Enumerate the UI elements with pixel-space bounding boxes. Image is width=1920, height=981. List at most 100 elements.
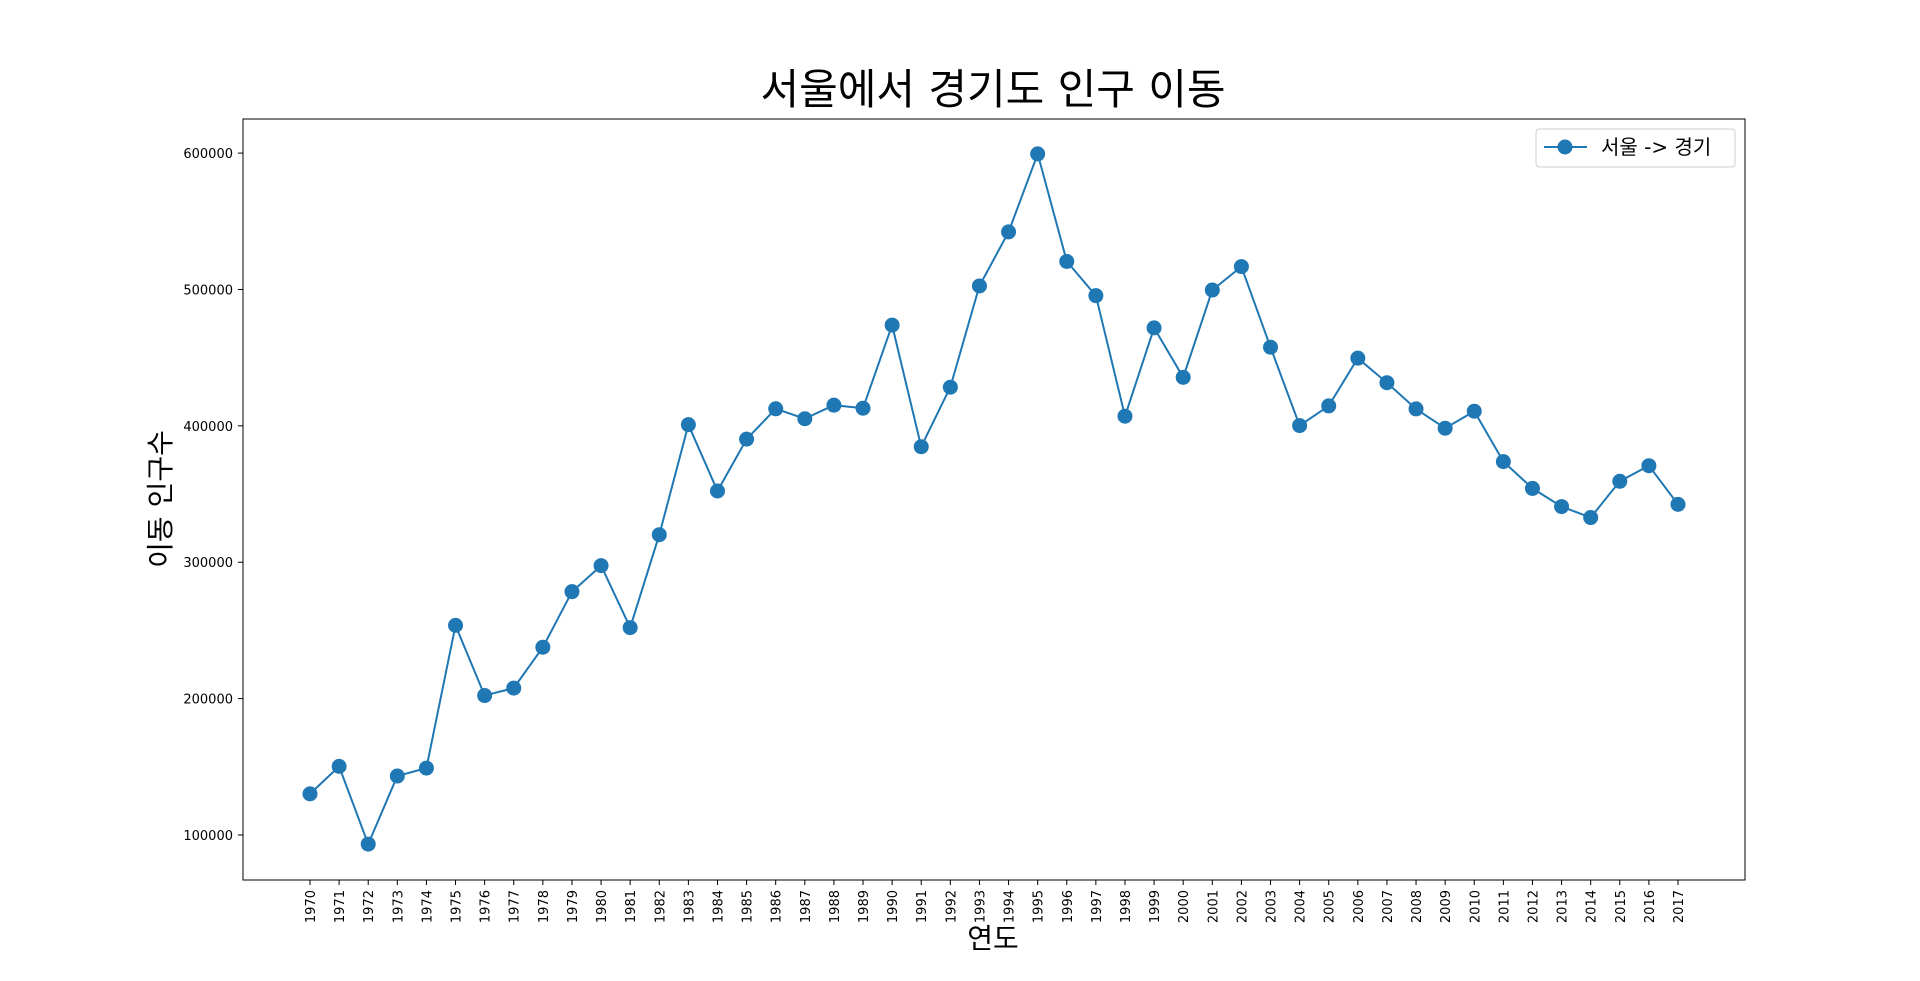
data-point bbox=[360, 836, 376, 852]
x-tick-label: 2015 bbox=[1614, 890, 1629, 923]
data-point bbox=[1524, 480, 1540, 496]
x-axis: 1970 1971 1972 1973 1974 1975 1976 1977 1978 1979… bbox=[304, 880, 1687, 923]
y-tick-label: 400000 bbox=[183, 420, 233, 435]
x-tick-label: 2004 bbox=[1294, 890, 1309, 923]
data-point bbox=[535, 639, 551, 655]
y-axis-label: 이동 인구수 bbox=[144, 430, 177, 568]
x-tick-label: 1974 bbox=[420, 890, 435, 923]
data-point bbox=[768, 401, 784, 417]
data-point bbox=[1001, 224, 1017, 240]
x-tick-label: 1973 bbox=[391, 890, 406, 923]
data-point bbox=[1437, 420, 1453, 436]
data-point bbox=[1670, 496, 1686, 512]
x-tick-label: 1970 bbox=[304, 890, 319, 923]
data-point bbox=[709, 483, 725, 499]
x-tick-label: 2006 bbox=[1352, 890, 1367, 923]
data-point bbox=[1117, 408, 1133, 424]
data-point bbox=[651, 527, 667, 543]
x-tick-label: 1972 bbox=[362, 890, 377, 923]
legend: 서울 -> 경기 bbox=[1535, 128, 1736, 168]
x-tick-label: 1993 bbox=[973, 890, 988, 923]
x-tick-label: 1989 bbox=[857, 890, 872, 923]
x-tick-label: 2001 bbox=[1206, 890, 1221, 923]
data-point bbox=[622, 620, 638, 636]
x-tick-label: 2017 bbox=[1672, 890, 1687, 923]
x-tick-label: 1971 bbox=[333, 890, 348, 923]
data-point bbox=[506, 680, 522, 696]
x-tick-label: 2012 bbox=[1526, 890, 1541, 923]
data-point bbox=[448, 617, 464, 633]
x-tick-label: 2010 bbox=[1468, 890, 1483, 923]
data-point bbox=[331, 758, 347, 774]
x-tick-label: 2005 bbox=[1323, 890, 1338, 923]
legend-label: 서울 -> 경기 bbox=[1601, 135, 1711, 159]
data-point bbox=[913, 439, 929, 455]
legend-marker-swatch bbox=[1557, 139, 1573, 155]
data-point bbox=[739, 431, 755, 447]
x-tick-label: 1980 bbox=[595, 890, 610, 923]
data-point bbox=[1554, 499, 1570, 515]
data-point bbox=[1321, 398, 1337, 414]
series-layer bbox=[302, 146, 1686, 852]
x-tick-label: 2003 bbox=[1265, 890, 1280, 923]
x-tick-label: 2000 bbox=[1177, 890, 1192, 923]
data-point bbox=[302, 786, 318, 802]
x-tick-label: 1981 bbox=[624, 890, 639, 923]
x-tick-label: 1979 bbox=[566, 890, 581, 923]
x-tick-label: 1998 bbox=[1119, 890, 1134, 923]
x-tick-label: 2014 bbox=[1585, 890, 1600, 923]
y-tick-label: 300000 bbox=[183, 556, 233, 571]
data-point bbox=[1263, 339, 1279, 355]
data-point bbox=[1641, 458, 1657, 474]
data-point bbox=[1408, 401, 1424, 417]
data-point bbox=[1175, 369, 1191, 385]
data-point bbox=[1583, 510, 1599, 526]
data-point bbox=[680, 417, 696, 433]
x-tick-label: 2016 bbox=[1643, 890, 1658, 923]
data-point bbox=[1292, 418, 1308, 434]
data-point bbox=[1059, 253, 1075, 269]
x-axis-label: 연도 bbox=[967, 922, 1019, 955]
data-point bbox=[418, 760, 434, 776]
data-point bbox=[942, 379, 958, 395]
data-point bbox=[593, 558, 609, 574]
x-tick-label: 2008 bbox=[1410, 890, 1425, 923]
x-tick-label: 1995 bbox=[1032, 890, 1047, 923]
data-point bbox=[1204, 282, 1220, 298]
x-tick-label: 1986 bbox=[770, 890, 785, 923]
data-point bbox=[1030, 146, 1046, 162]
x-tick-label: 2013 bbox=[1556, 890, 1571, 923]
x-tick-label: 1985 bbox=[741, 890, 756, 923]
data-point bbox=[884, 317, 900, 333]
x-tick-label: 1990 bbox=[886, 890, 901, 923]
x-tick-label: 1991 bbox=[915, 890, 930, 923]
legend-frame bbox=[1535, 128, 1736, 168]
y-tick-label: 500000 bbox=[183, 283, 233, 298]
data-point bbox=[1233, 259, 1249, 275]
y-tick-label: 600000 bbox=[183, 147, 233, 162]
x-tick-label: 1999 bbox=[1148, 890, 1163, 923]
y-tick-label: 100000 bbox=[183, 829, 233, 844]
data-point bbox=[1379, 375, 1395, 391]
data-point bbox=[564, 584, 580, 600]
y-tick-label: 200000 bbox=[183, 693, 233, 708]
x-tick-label: 1997 bbox=[1090, 890, 1105, 923]
x-tick-label: 1982 bbox=[653, 890, 668, 923]
data-point bbox=[855, 400, 871, 416]
data-point bbox=[826, 397, 842, 413]
x-tick-label: 1984 bbox=[711, 890, 726, 923]
data-point bbox=[797, 411, 813, 427]
data-point bbox=[477, 688, 493, 704]
chart-title: 서울에서 경기도 인구 이동 bbox=[760, 65, 1225, 114]
x-tick-label: 1975 bbox=[450, 890, 465, 923]
data-point bbox=[1350, 350, 1366, 366]
x-tick-label: 1992 bbox=[944, 890, 959, 923]
x-tick-label: 2007 bbox=[1381, 890, 1396, 923]
x-tick-label: 2009 bbox=[1439, 890, 1454, 923]
x-tick-label: 1996 bbox=[1061, 890, 1076, 923]
data-point bbox=[1146, 320, 1162, 336]
x-tick-label: 1987 bbox=[799, 890, 814, 923]
x-tick-label: 1994 bbox=[1003, 890, 1018, 923]
